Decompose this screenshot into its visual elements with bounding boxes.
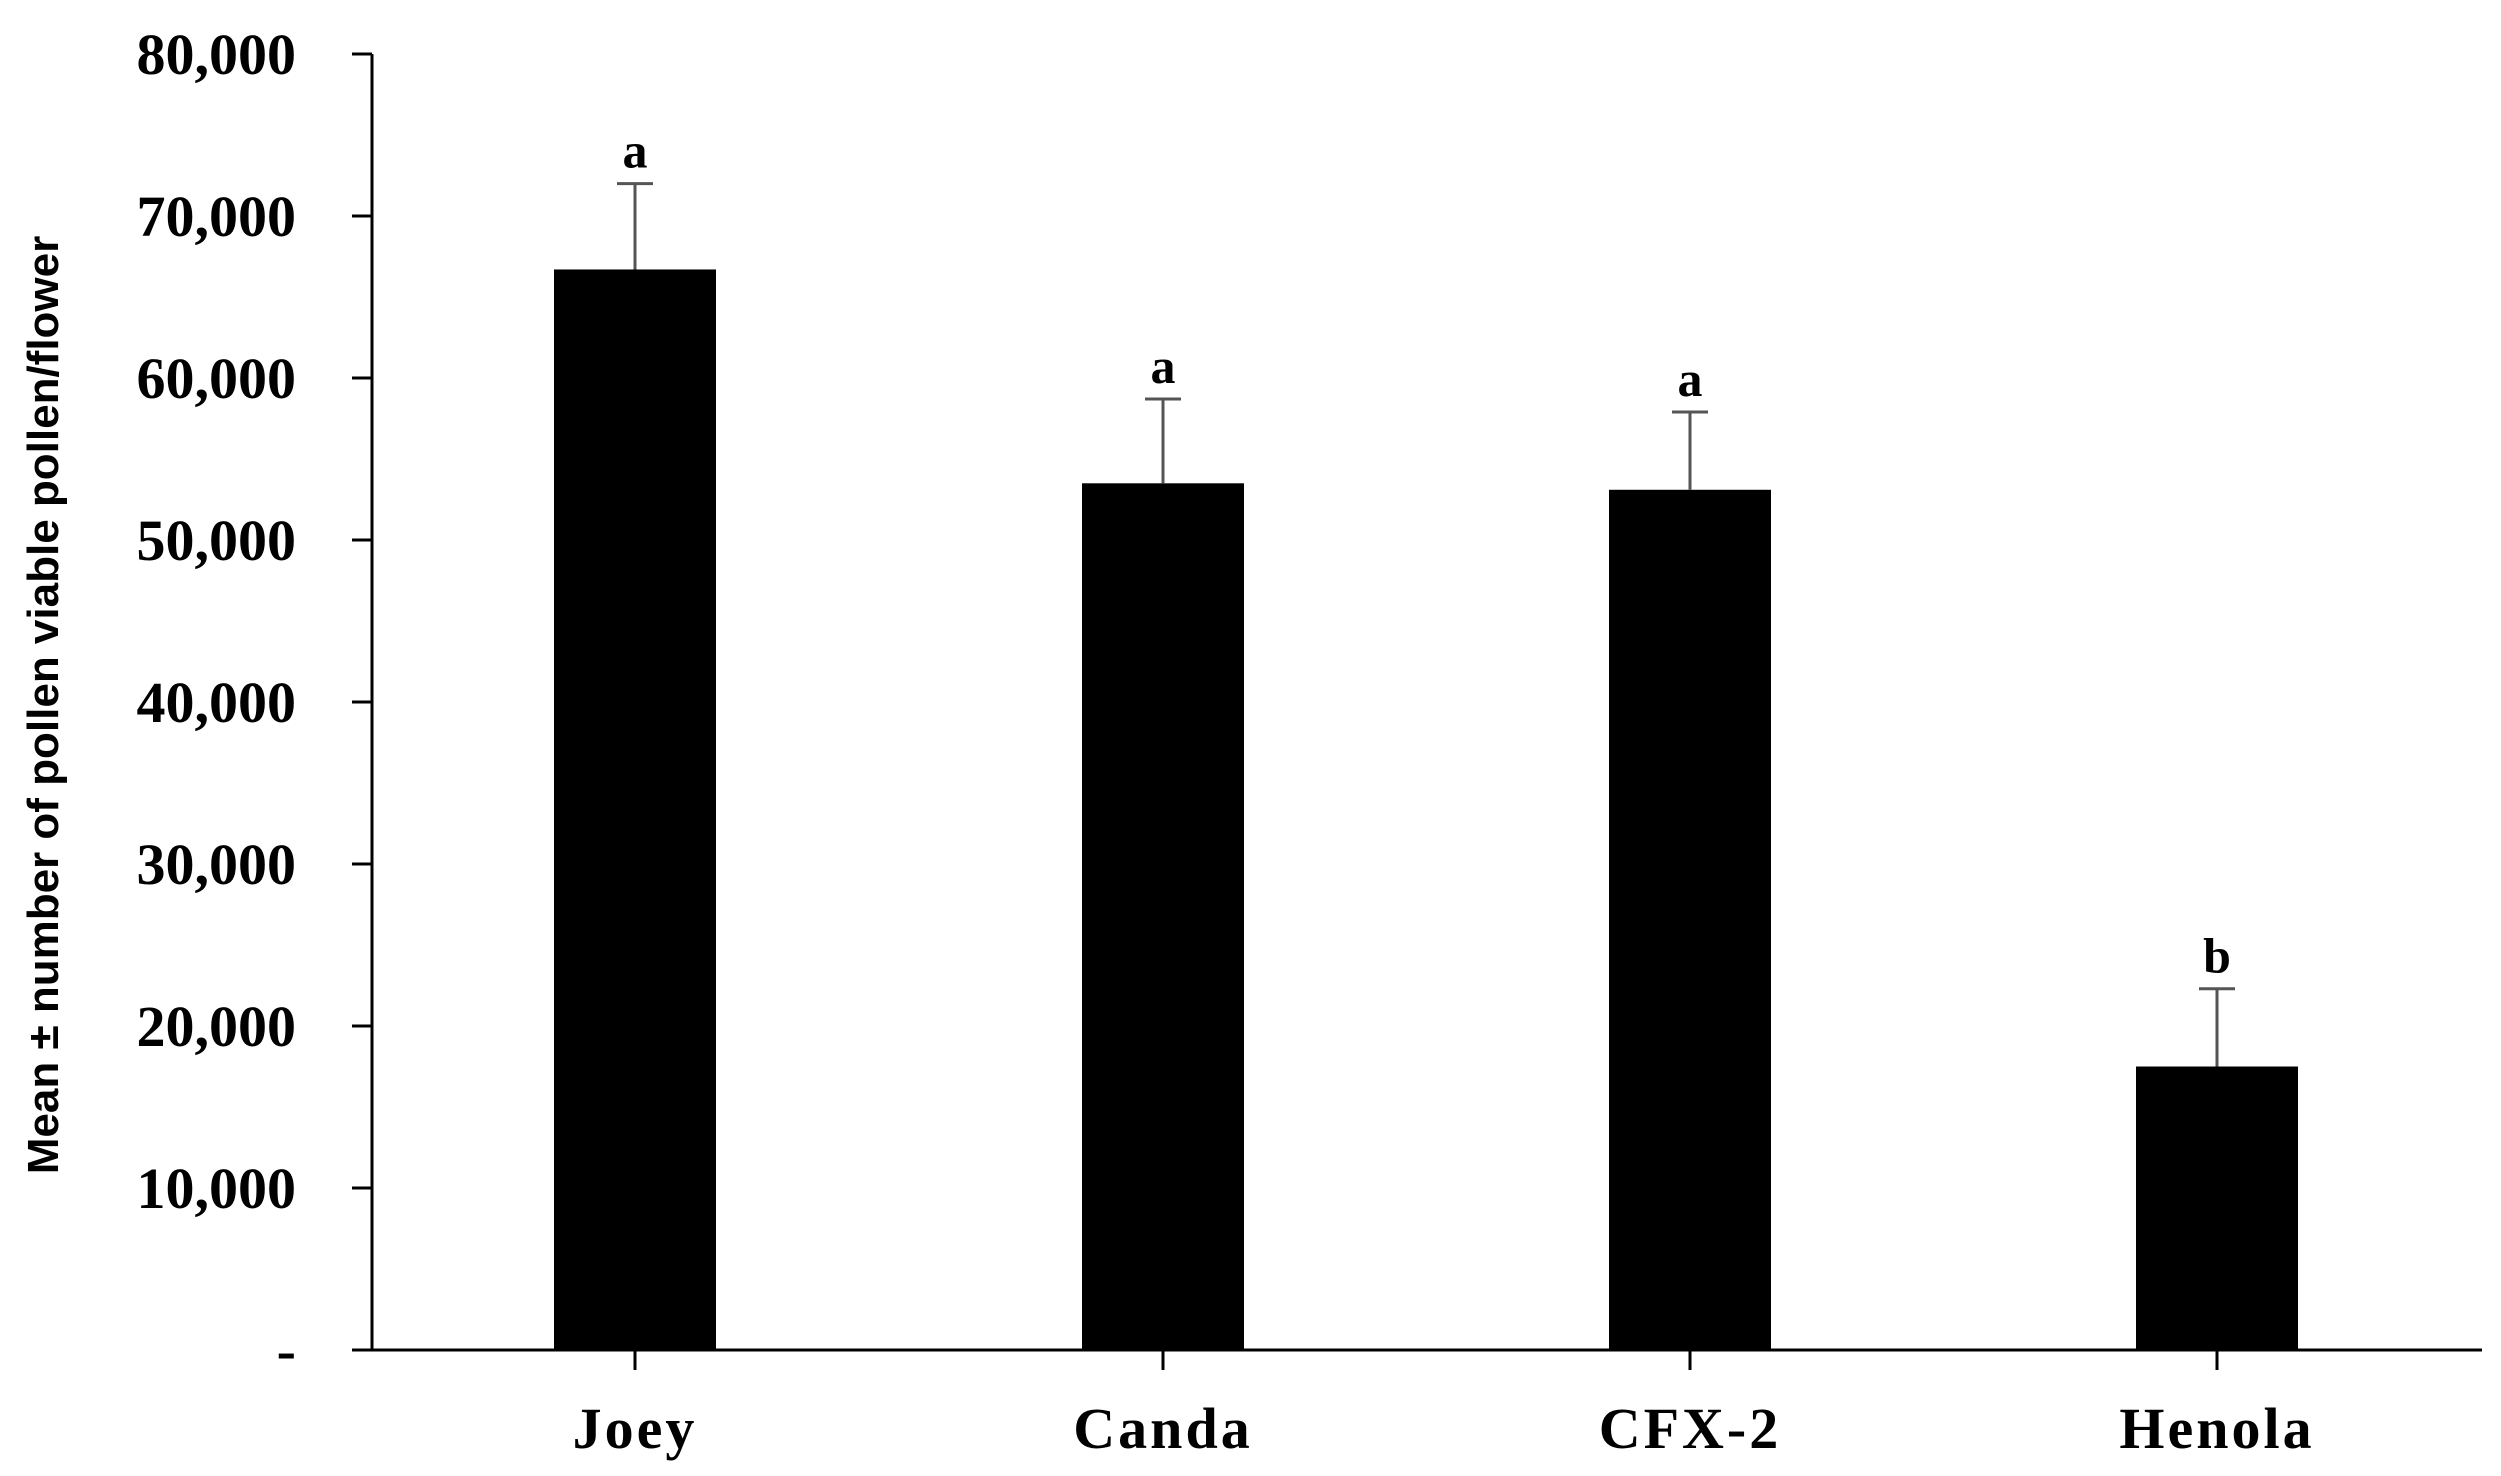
bar — [2136, 1066, 2298, 1350]
x-category-label: CFX-2 — [1599, 1396, 1782, 1461]
y-tick-label: 40,000 — [137, 670, 297, 735]
y-axis-title-group: Mean ± number of pollen viable pollen/fl… — [19, 236, 68, 1174]
significance-labels: a a a b — [623, 123, 2231, 984]
bar — [1082, 483, 1244, 1350]
bars — [554, 269, 2298, 1351]
y-tick-label: 50,000 — [137, 508, 297, 573]
y-tick-label: 20,000 — [137, 994, 297, 1059]
significance-label: a — [1151, 338, 1176, 394]
significance-label: a — [1678, 351, 1703, 407]
significance-label: a — [623, 123, 648, 179]
x-category-label: Henola — [2119, 1396, 2314, 1461]
x-category-labels: Joey Canda CFX-2 Henola — [573, 1350, 2314, 1461]
y-tick-label: 70,000 — [137, 184, 297, 249]
significance-label: b — [2203, 928, 2231, 984]
y-axis-title: Mean ± number of pollen viable pollen/fl… — [19, 236, 68, 1174]
y-tick-label: 60,000 — [137, 346, 297, 411]
y-ticks: - 10,000 20,000 30,000 40,000 50,000 60,000 70,… — [137, 22, 372, 1383]
bar — [1609, 489, 1771, 1350]
y-tick-label: 30,000 — [137, 832, 297, 897]
x-category-label: Canda — [1073, 1396, 1252, 1461]
bar — [554, 269, 716, 1351]
y-tick-label: - — [277, 1318, 296, 1383]
x-category-label: Joey — [573, 1396, 698, 1461]
error-bars — [617, 182, 2235, 1067]
y-tick-label: 10,000 — [137, 1156, 297, 1221]
y-tick-label: 80,000 — [137, 22, 297, 87]
